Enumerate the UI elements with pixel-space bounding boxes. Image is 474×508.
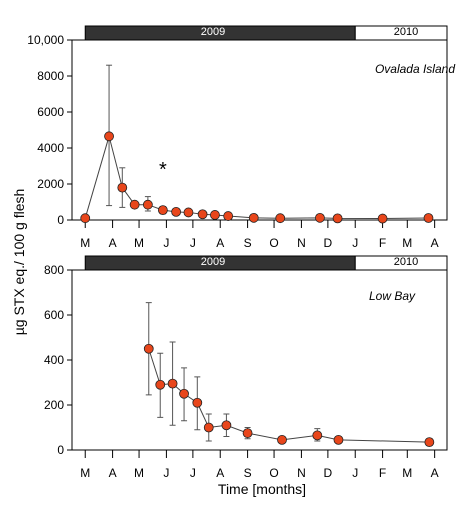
data-point: [143, 343, 154, 354]
x-tick-label: A: [109, 466, 117, 480]
x-tick-label: J: [190, 236, 196, 250]
data-point: [104, 131, 114, 142]
y-tick-label: 10,000: [27, 33, 64, 47]
y-tick-label: 600: [44, 308, 64, 322]
y-tick-label: 800: [44, 263, 64, 277]
data-point: [167, 378, 178, 389]
x-tick-label: J: [352, 466, 358, 480]
x-tick-label: J: [190, 466, 196, 480]
data-point: [377, 213, 388, 224]
x-tick-label: A: [216, 236, 224, 250]
data-point: [275, 213, 286, 224]
y-tick-label: 0: [57, 213, 64, 227]
panel-annotation: Low Bay: [369, 289, 416, 303]
x-tick-label: M: [402, 236, 412, 250]
x-tick-label: S: [244, 236, 252, 250]
x-tick-label: M: [80, 466, 90, 480]
x-tick-label: F: [379, 236, 386, 250]
x-tick-label: M: [402, 466, 412, 480]
data-point: [203, 422, 214, 433]
x-axis-label: Time [months]: [218, 481, 306, 497]
x-tick-label: F: [379, 466, 386, 480]
x-tick-label: D: [324, 236, 333, 250]
y-tick-label: 2000: [37, 177, 64, 191]
significance-marker: *: [159, 159, 167, 181]
data-point: [221, 420, 232, 431]
x-tick-label: A: [431, 466, 439, 480]
data-point: [171, 206, 182, 217]
x-tick-label: O: [269, 466, 278, 480]
x-tick-label: M: [80, 236, 90, 250]
series-line: [148, 348, 430, 443]
data-point: [242, 428, 253, 439]
data-point: [210, 210, 220, 220]
x-tick-label: J: [163, 466, 169, 480]
x-tick-label: M: [134, 236, 144, 250]
year-band-label-2009: 2009: [201, 256, 225, 268]
x-tick-label: A: [216, 466, 224, 480]
x-tick-label: J: [163, 236, 169, 250]
x-tick-label: O: [269, 236, 278, 250]
y-tick-label: 0: [57, 443, 64, 457]
data-point: [157, 205, 168, 216]
plot-frame: [71, 39, 448, 221]
x-tick-label: J: [352, 236, 358, 250]
data-point: [423, 213, 434, 223]
year-band-label-2010: 2010: [394, 26, 418, 38]
chart-panel-low-bay: Low Bay 2009 2010 0 200 400 600 800 M A M J J A S O N…: [44, 255, 448, 480]
data-point: [80, 213, 91, 224]
chart-panel-ovalada-island: Ovalada Island 2009 2010 * 0 2000 4000 6000…: [27, 25, 455, 250]
data-point: [183, 207, 194, 218]
x-tick-label: M: [134, 466, 144, 480]
panel-annotation: Ovalada Island: [375, 62, 455, 76]
data-point: [332, 213, 343, 224]
y-tick-label: 400: [44, 353, 64, 367]
year-band-label-2009: 2009: [201, 26, 225, 38]
year-band-label-2010: 2010: [394, 256, 418, 268]
data-point: [248, 212, 259, 223]
year-bands: [84, 25, 448, 41]
data-point: [117, 182, 128, 193]
data-point: [197, 209, 208, 220]
y-tick-label: 200: [44, 398, 64, 412]
y-tick-label: 4000: [37, 141, 64, 155]
x-tick-label: A: [431, 236, 439, 250]
data-point: [142, 199, 153, 210]
x-tick-label: A: [109, 236, 117, 250]
x-tick-label: S: [244, 466, 252, 480]
data-point: [333, 434, 344, 445]
data-point: [277, 434, 287, 445]
data-point: [155, 379, 166, 390]
year-bands: [84, 255, 448, 271]
y-tick-label: 6000: [37, 105, 64, 119]
data-point: [179, 388, 189, 399]
data-point: [223, 211, 234, 221]
x-tick-label: N: [297, 466, 306, 480]
y-axis-label: µg STX eq./ 100 g flesh: [11, 189, 27, 336]
x-tick-label: D: [324, 466, 333, 480]
data-point: [424, 437, 435, 448]
data-point: [312, 430, 323, 441]
x-tick-label: N: [297, 236, 306, 250]
data-point: [129, 199, 140, 210]
data-point: [192, 397, 203, 408]
y-tick-label: 8000: [37, 69, 64, 83]
data-point: [315, 212, 325, 223]
